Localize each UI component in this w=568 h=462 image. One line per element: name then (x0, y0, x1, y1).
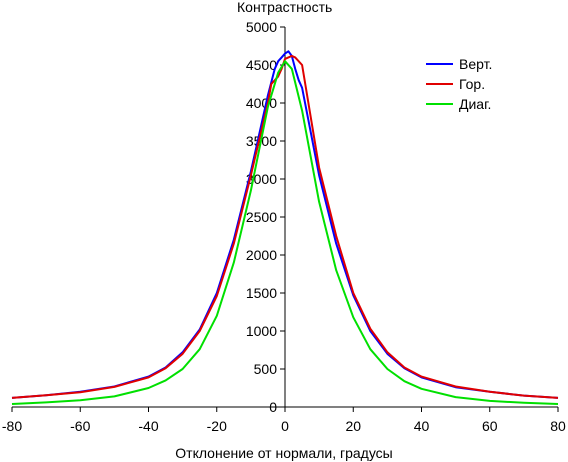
x-tick-label: 40 (414, 418, 430, 434)
y-tick-label: 1500 (246, 285, 277, 301)
plot-series (11, 50, 559, 405)
legend-label-3: Диаг. (459, 96, 491, 112)
y-tick-label: 4500 (246, 57, 277, 73)
x-axis-title: Отклонение от нормали, градусы (175, 445, 392, 461)
x-tick-label: 80 (550, 418, 566, 434)
y-tick-label: 1000 (246, 323, 277, 339)
x-tick-label: -80 (2, 418, 22, 434)
x-tick-label: -40 (138, 418, 158, 434)
y-tick-label: 0 (269, 399, 277, 415)
y-tick-label: 2000 (246, 247, 277, 263)
x-tick-label: 60 (482, 418, 498, 434)
legend-label-1: Верт. (459, 56, 492, 72)
legend-label-2: Гор. (459, 76, 485, 92)
y-tick-label: 5000 (246, 19, 277, 35)
y-tick-label: 500 (254, 361, 278, 377)
y-axis-title: Контрастность (237, 0, 332, 15)
x-tick-label: -20 (207, 418, 227, 434)
y-tick-label: 2500 (246, 209, 277, 225)
y-tick-label: 4000 (246, 95, 277, 111)
x-tick-label: 20 (345, 418, 361, 434)
x-tick-label: -60 (70, 418, 90, 434)
legend: Верт. Гор. Диаг. (426, 56, 492, 112)
x-tick-label: 0 (281, 418, 289, 434)
series-line-3 (11, 60, 559, 405)
